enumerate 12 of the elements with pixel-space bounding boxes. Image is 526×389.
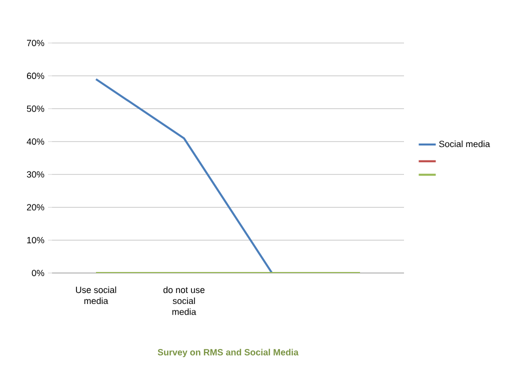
legend-label: Social media bbox=[439, 140, 490, 148]
y-tick-label: 20% bbox=[27, 204, 44, 210]
y-tick-label: 0% bbox=[32, 270, 44, 276]
y-tick-label: 50% bbox=[26, 106, 44, 112]
x-tick-label: Use social media bbox=[76, 286, 116, 304]
y-tick-label: 30% bbox=[26, 171, 44, 178]
y-tick-label: 70% bbox=[27, 40, 44, 46]
y-tick-label: 40% bbox=[26, 138, 44, 145]
x-tick-label: do not use social media bbox=[163, 286, 205, 315]
text: Survey on RMS and Social Media bbox=[158, 348, 299, 358]
y-tick-label: 60% bbox=[27, 72, 44, 80]
y-tick-label: 10% bbox=[27, 236, 44, 244]
